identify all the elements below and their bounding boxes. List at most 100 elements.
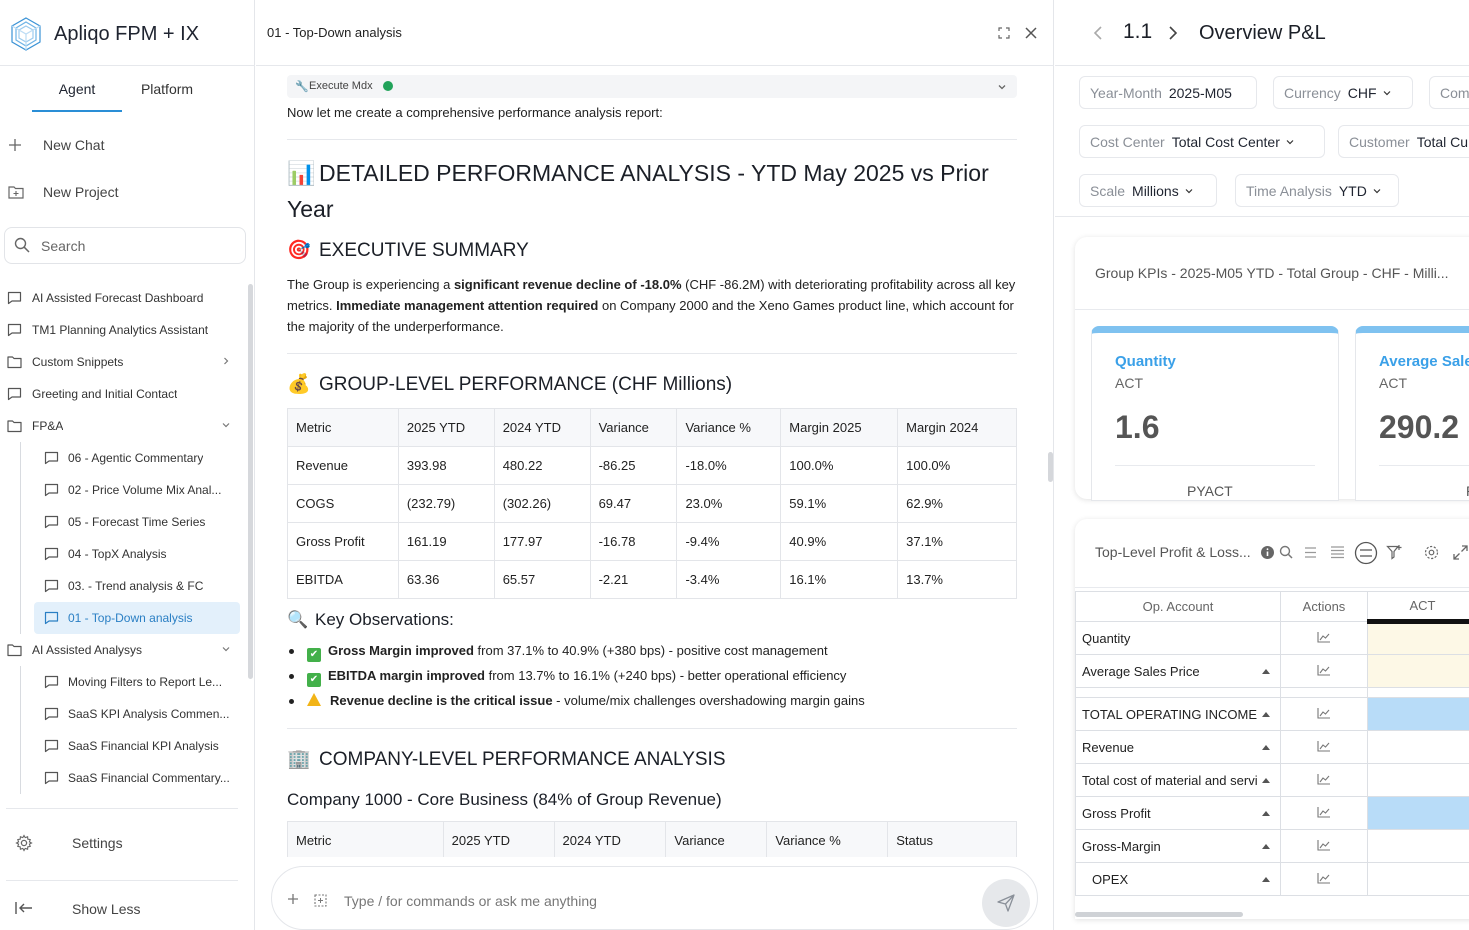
act-value-cell[interactable] bbox=[1367, 730, 1469, 764]
expand-toggle-icon[interactable] bbox=[1262, 669, 1270, 674]
chart-action-icon[interactable] bbox=[1280, 697, 1368, 731]
account-cell[interactable]: Gross Profit bbox=[1075, 796, 1281, 830]
horizontal-scrollbar[interactable] bbox=[1075, 912, 1243, 917]
filter-dropdown[interactable]: Currency CHF bbox=[1273, 76, 1413, 109]
sidebar-item[interactable]: 05 - Forecast Time Series bbox=[0, 506, 248, 538]
filter-dropdown[interactable]: Year-Month 2025-M05 bbox=[1079, 76, 1257, 109]
plus-icon[interactable] bbox=[286, 892, 300, 906]
sidebar-item[interactable]: 06 - Agentic Commentary bbox=[0, 442, 248, 474]
kpi-card-quantity[interactable]: Quantity ACT 1.6 PYACT bbox=[1091, 326, 1339, 501]
group-performance-table: Metric 2025 YTD 2024 YTD Variance Variance %… bbox=[287, 408, 1017, 599]
account-cell[interactable]: Total cost of material and servi bbox=[1075, 763, 1281, 797]
chart-action-icon[interactable] bbox=[1280, 763, 1368, 797]
tool-call-execute-mdx[interactable]: 🔧 Execute Mdx bbox=[287, 75, 1017, 98]
sidebar-item[interactable]: SaaS Financial Commentary... bbox=[0, 762, 248, 794]
sidebar-item[interactable]: FP&A bbox=[0, 410, 248, 442]
chart-action-icon[interactable] bbox=[1280, 730, 1368, 764]
account-cell[interactable]: Gross-Margin bbox=[1075, 829, 1281, 863]
expand-toggle-icon[interactable] bbox=[1262, 877, 1270, 882]
account-cell[interactable]: Average Sales Price bbox=[1075, 654, 1281, 688]
expand-icon[interactable] bbox=[994, 23, 1014, 43]
chart-action-icon[interactable] bbox=[1280, 829, 1368, 863]
chevron-right-icon[interactable] bbox=[220, 355, 232, 367]
chevron-left-icon[interactable] bbox=[1091, 24, 1105, 42]
account-cell[interactable]: TOTAL OPERATING INCOME bbox=[1075, 697, 1281, 731]
chevron-down-icon[interactable] bbox=[220, 419, 232, 431]
account-label: TOTAL OPERATING INCOME bbox=[1082, 706, 1258, 722]
sidebar-item[interactable]: Greeting and Initial Contact bbox=[0, 378, 248, 410]
sidebar-item[interactable]: AI Assisted Analysys bbox=[0, 634, 248, 666]
panel-resize-handle[interactable] bbox=[1048, 452, 1053, 482]
act-value-cell[interactable] bbox=[1367, 829, 1469, 863]
new-chat-button[interactable]: New Chat bbox=[0, 125, 255, 165]
column-header[interactable]: ACT bbox=[1367, 591, 1469, 624]
table-row[interactable]: Gross-Margin bbox=[1075, 829, 1469, 863]
expand-toggle-icon[interactable] bbox=[1262, 712, 1270, 717]
fullscreen-icon[interactable] bbox=[1452, 544, 1469, 561]
gear-icon[interactable] bbox=[1423, 544, 1440, 561]
sidebar-item[interactable]: SaaS Financial KPI Analysis bbox=[0, 730, 248, 762]
act-value-cell[interactable] bbox=[1367, 654, 1469, 688]
sidebar-item[interactable]: 04 - TopX Analysis bbox=[0, 538, 248, 570]
account-cell[interactable]: Quantity bbox=[1075, 621, 1281, 655]
filter-dropdown[interactable]: Scale Millions bbox=[1079, 174, 1217, 207]
snippet-icon[interactable] bbox=[314, 894, 327, 907]
chevron-down-icon[interactable] bbox=[220, 643, 232, 655]
table-row[interactable]: Revenue bbox=[1075, 730, 1469, 764]
chart-action-icon[interactable] bbox=[1280, 621, 1368, 655]
table-row[interactable]: Total cost of material and servi bbox=[1075, 763, 1469, 797]
list-icon[interactable] bbox=[1302, 544, 1319, 561]
table-row[interactable]: Gross Profit bbox=[1075, 796, 1469, 830]
sidebar-item[interactable]: Custom Snippets bbox=[0, 346, 248, 378]
rows-icon[interactable] bbox=[1329, 544, 1346, 561]
filter-dropdown[interactable]: Com bbox=[1429, 76, 1469, 109]
send-button[interactable] bbox=[982, 879, 1030, 927]
account-cell[interactable]: OPEX bbox=[1075, 862, 1281, 896]
close-icon[interactable] bbox=[1021, 23, 1041, 43]
chart-action-icon[interactable] bbox=[1280, 796, 1368, 830]
expand-toggle-icon[interactable] bbox=[1262, 778, 1270, 783]
sidebar-item[interactable]: 01 - Top-Down analysis bbox=[34, 602, 240, 634]
table-row[interactable]: Average Sales Price bbox=[1075, 654, 1469, 688]
brand[interactable]: Apliqo FPM + IX bbox=[8, 14, 199, 54]
chart-action-icon[interactable] bbox=[1280, 654, 1368, 688]
filter-dropdown[interactable]: Cost Center Total Cost Center bbox=[1079, 125, 1325, 158]
expand-toggle-icon[interactable] bbox=[1262, 745, 1270, 750]
search-icon[interactable] bbox=[1278, 544, 1295, 561]
table-row[interactable]: TOTAL OPERATING INCOME bbox=[1075, 697, 1469, 731]
act-value-cell[interactable] bbox=[1367, 763, 1469, 797]
expand-toggle-icon[interactable] bbox=[1262, 844, 1270, 849]
filter-dropdown[interactable]: Time Analysis YTD bbox=[1235, 174, 1399, 207]
sidebar-item[interactable]: TM1 Planning Analytics Assistant bbox=[0, 314, 248, 346]
settings-button[interactable]: Settings bbox=[0, 825, 255, 861]
sidebar-item[interactable]: Moving Filters to Report Le... bbox=[0, 666, 248, 698]
sidebar-item[interactable]: SaaS KPI Analysis Commen... bbox=[0, 698, 248, 730]
kpi-card-average-sales[interactable]: Average Sale ACT 290.2 P bbox=[1355, 326, 1469, 501]
act-value-cell[interactable] bbox=[1367, 796, 1469, 830]
sidebar-item[interactable]: AI Assisted Forecast Dashboard bbox=[0, 282, 248, 314]
filter-dropdown[interactable]: Customer Total Cu bbox=[1338, 125, 1469, 158]
tab-agent[interactable]: Agent bbox=[32, 66, 122, 112]
sidebar-item-label: 02 - Price Volume Mix Anal... bbox=[68, 483, 222, 497]
chat-messages[interactable]: 🔧 Execute Mdx Now let me create a compre… bbox=[256, 67, 1054, 857]
act-value-cell[interactable] bbox=[1367, 621, 1469, 655]
filter-plus-icon[interactable] bbox=[1386, 544, 1403, 561]
compact-view-icon[interactable] bbox=[1354, 541, 1378, 565]
new-project-button[interactable]: New Project bbox=[0, 172, 255, 212]
expand-toggle-icon[interactable] bbox=[1262, 811, 1270, 816]
tab-platform[interactable]: Platform bbox=[140, 81, 194, 97]
chart-action-icon[interactable] bbox=[1280, 862, 1368, 896]
act-value-cell[interactable] bbox=[1367, 862, 1469, 896]
sidebar-scrollbar[interactable] bbox=[248, 284, 253, 679]
table-row[interactable]: OPEX bbox=[1075, 862, 1469, 896]
sidebar-item[interactable]: 02 - Price Volume Mix Anal... bbox=[0, 474, 248, 506]
sidebar-item[interactable]: 03. - Trend analysis & FC bbox=[0, 570, 248, 602]
search-input[interactable] bbox=[41, 236, 236, 256]
table-row[interactable]: Quantity bbox=[1075, 621, 1469, 655]
message-input[interactable] bbox=[344, 891, 964, 911]
act-value-cell[interactable] bbox=[1367, 697, 1469, 731]
chevron-right-icon[interactable] bbox=[1166, 24, 1180, 42]
account-cell[interactable]: Revenue bbox=[1075, 730, 1281, 764]
info-icon[interactable] bbox=[1259, 544, 1276, 561]
show-less-button[interactable]: Show Less bbox=[0, 891, 255, 927]
